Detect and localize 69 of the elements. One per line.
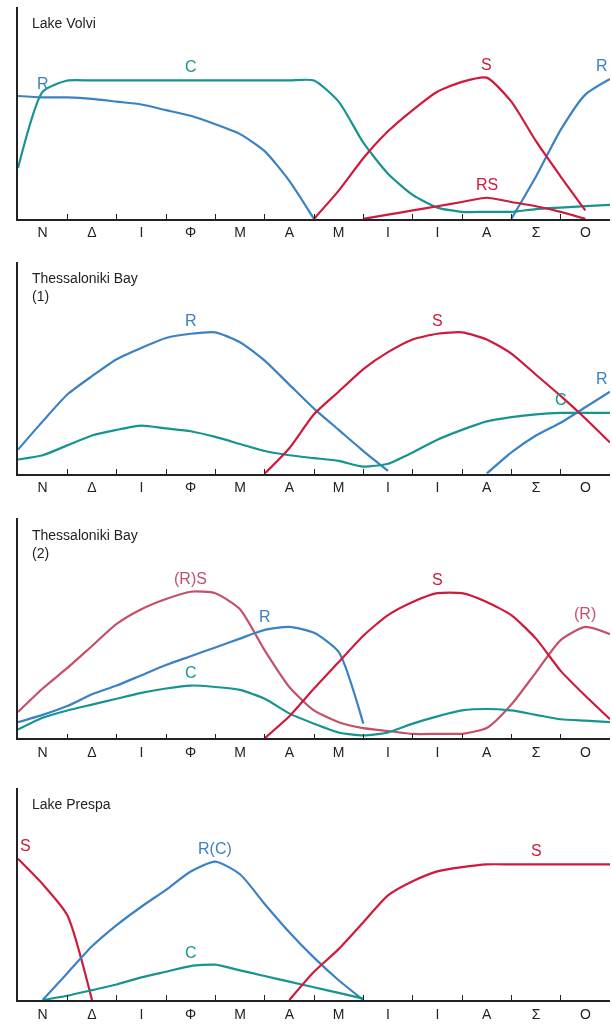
x-tick-label: Φ — [185, 1005, 197, 1022]
x-tick-label: Ν — [37, 224, 48, 241]
series-label: (R) — [574, 605, 597, 622]
x-tick-label: Δ — [87, 743, 97, 760]
series-label: R — [596, 57, 608, 74]
series-label: R — [37, 75, 49, 92]
x-tick-label: Σ — [531, 224, 541, 241]
x-tick-label: Ι — [435, 479, 440, 496]
x-tick-label: Α — [284, 743, 295, 760]
x-tick-label: Α — [284, 479, 295, 496]
x-tick-label: Σ — [531, 479, 541, 496]
x-tick-label: Ο — [579, 224, 591, 241]
series-label: R — [596, 370, 608, 387]
x-tick-label: Ι — [386, 479, 390, 496]
series-label: S — [432, 312, 443, 329]
x-tick-label: Μ — [332, 224, 345, 241]
x-tick-label: Α — [482, 743, 492, 760]
series-label: R — [185, 312, 197, 329]
x-tick-label: Α — [284, 1005, 295, 1022]
x-tick-label: Σ — [531, 1005, 541, 1022]
x-tick-label: Ο — [579, 1005, 591, 1022]
chart-title: Thessaloniki Bay (2) — [32, 527, 138, 562]
x-tick-label: Φ — [185, 743, 197, 760]
series-label: S — [531, 842, 542, 859]
x-tick-label: Ν — [37, 479, 48, 496]
series-label: S — [20, 837, 31, 854]
x-tick-label: Ι — [139, 479, 144, 496]
x-tick-label: Ο — [579, 479, 591, 496]
chart-title: Lake Volvi — [32, 15, 96, 31]
x-tick-label: Ι — [139, 1005, 144, 1022]
series-label: R(C) — [198, 840, 232, 857]
x-tick-label: Ν — [37, 1005, 48, 1022]
x-tick-label: Σ — [531, 743, 541, 760]
x-tick-label: Μ — [332, 479, 345, 496]
series-label: RS — [476, 176, 499, 193]
x-tick-label: Μ — [332, 743, 345, 760]
x-tick-label: Μ — [234, 224, 246, 241]
x-tick-label: Ι — [139, 743, 144, 760]
x-tick-label: Ι — [139, 224, 144, 241]
series-label: R — [259, 608, 271, 625]
x-tick-label: Δ — [87, 1005, 97, 1022]
x-tick-label: Α — [482, 1005, 492, 1022]
x-tick-label: Α — [482, 224, 492, 241]
x-tick-label: Δ — [87, 479, 97, 496]
x-tick-label: Φ — [185, 224, 197, 241]
series-label: C — [185, 944, 197, 961]
x-tick-label: Δ — [87, 224, 97, 241]
series-label: (R)S — [174, 570, 207, 587]
x-tick-label: Ι — [435, 1005, 440, 1022]
x-tick-label: Α — [284, 224, 295, 241]
x-tick-label: Μ — [234, 1005, 246, 1022]
x-tick-label: Ι — [386, 224, 390, 241]
x-tick-label: Α — [482, 479, 492, 496]
x-tick-label: Ι — [386, 1005, 390, 1022]
x-tick-label: Ι — [435, 224, 440, 241]
x-tick-label: Φ — [185, 479, 197, 496]
x-tick-label: Ο — [579, 743, 591, 760]
x-tick-label: Ν — [37, 743, 48, 760]
series-label: S — [481, 56, 492, 73]
x-tick-label: Μ — [332, 1005, 345, 1022]
series-label: C — [185, 58, 197, 75]
x-tick-label: Ι — [386, 743, 390, 760]
chart-title: Thessaloniki Bay (1) — [32, 270, 138, 305]
series-label: S — [432, 571, 443, 588]
x-tick-label: Μ — [234, 743, 246, 760]
x-tick-label: Μ — [234, 479, 246, 496]
chart-title: Lake Prespa — [32, 796, 111, 812]
x-tick-label: Ι — [435, 743, 440, 760]
series-label: C — [185, 664, 197, 681]
